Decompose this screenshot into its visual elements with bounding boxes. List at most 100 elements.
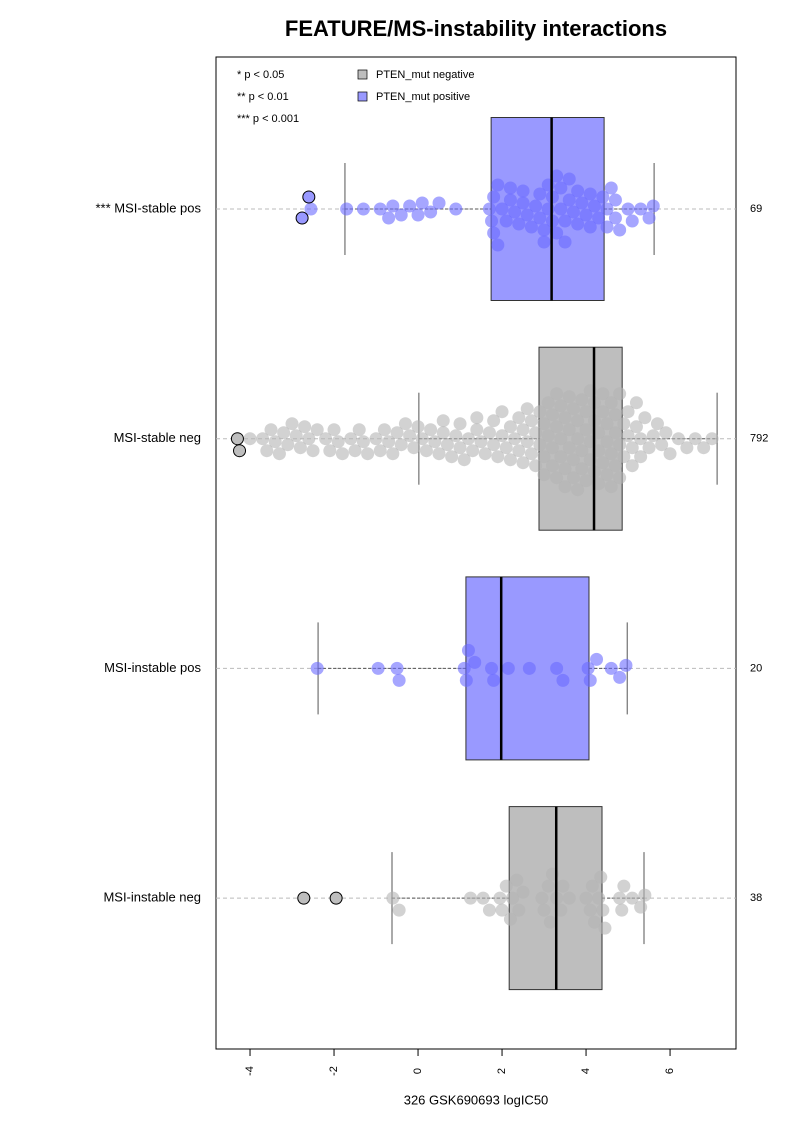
point xyxy=(621,429,635,443)
point xyxy=(352,423,366,437)
point xyxy=(298,420,312,434)
point xyxy=(550,169,564,183)
point xyxy=(453,441,467,455)
point xyxy=(562,172,576,186)
plot-frame xyxy=(215,56,737,1050)
point xyxy=(592,211,606,225)
point xyxy=(411,208,425,222)
point xyxy=(558,235,572,249)
point xyxy=(277,426,291,440)
outlier xyxy=(302,190,316,204)
point xyxy=(529,426,543,440)
point xyxy=(575,444,589,458)
point xyxy=(554,181,568,195)
point xyxy=(485,214,499,228)
point xyxy=(579,891,593,905)
point xyxy=(575,393,589,407)
point xyxy=(512,903,526,917)
point xyxy=(596,456,610,470)
point xyxy=(493,891,507,905)
point xyxy=(516,423,530,437)
point xyxy=(453,417,467,431)
point xyxy=(600,202,614,216)
point xyxy=(356,435,370,449)
point xyxy=(537,235,551,249)
point xyxy=(474,435,488,449)
point xyxy=(424,205,438,219)
point xyxy=(613,891,627,905)
point xyxy=(522,661,536,675)
annotation: *** p < 0.001 xyxy=(237,113,299,125)
point xyxy=(625,214,639,228)
point xyxy=(419,444,433,458)
point xyxy=(470,411,484,425)
point xyxy=(575,196,589,210)
point xyxy=(600,435,614,449)
point xyxy=(545,441,559,455)
point xyxy=(392,673,406,687)
point xyxy=(529,459,543,473)
legend-label: PTEN_mut positive xyxy=(376,91,470,103)
x-tick-label: -4 xyxy=(244,1066,256,1076)
point xyxy=(556,879,570,893)
point xyxy=(592,444,606,458)
x-tick-label: 0 xyxy=(412,1068,424,1074)
point xyxy=(583,903,597,917)
point xyxy=(583,673,597,687)
point xyxy=(634,450,648,464)
point xyxy=(407,441,421,455)
point xyxy=(449,202,463,216)
point xyxy=(541,879,555,893)
point xyxy=(499,879,513,893)
point xyxy=(613,438,627,452)
point xyxy=(663,447,677,461)
point xyxy=(562,891,576,905)
point xyxy=(392,903,406,917)
point xyxy=(642,211,656,225)
point xyxy=(558,214,572,228)
point xyxy=(554,202,568,216)
point xyxy=(377,423,391,437)
point xyxy=(554,450,568,464)
point xyxy=(524,447,538,461)
point xyxy=(579,208,593,222)
point xyxy=(535,891,549,905)
point xyxy=(608,459,622,473)
point xyxy=(583,220,597,234)
point xyxy=(558,462,572,476)
point xyxy=(403,199,417,213)
point xyxy=(487,673,501,687)
point xyxy=(495,202,509,216)
point xyxy=(545,408,559,422)
point xyxy=(537,903,551,917)
n-label: 20 xyxy=(750,662,762,674)
point xyxy=(331,435,345,449)
point xyxy=(371,661,385,675)
point xyxy=(600,220,614,234)
point xyxy=(361,447,375,461)
point xyxy=(537,417,551,431)
point xyxy=(638,888,652,902)
point xyxy=(464,891,478,905)
n-label: 792 xyxy=(750,433,768,445)
point xyxy=(596,405,610,419)
point xyxy=(499,214,513,228)
point xyxy=(619,658,633,672)
point xyxy=(579,474,593,488)
point xyxy=(562,390,576,404)
point xyxy=(457,661,471,675)
point xyxy=(487,226,501,240)
point xyxy=(592,477,606,491)
y-tick-label: MSI-instable pos xyxy=(104,660,201,675)
point xyxy=(382,435,396,449)
point xyxy=(543,915,557,929)
point xyxy=(390,426,404,440)
point xyxy=(617,450,631,464)
point xyxy=(613,471,627,485)
point xyxy=(533,211,547,225)
point xyxy=(615,903,629,917)
point xyxy=(646,199,660,213)
point xyxy=(596,190,610,204)
outlier xyxy=(233,444,247,458)
point xyxy=(688,432,702,446)
